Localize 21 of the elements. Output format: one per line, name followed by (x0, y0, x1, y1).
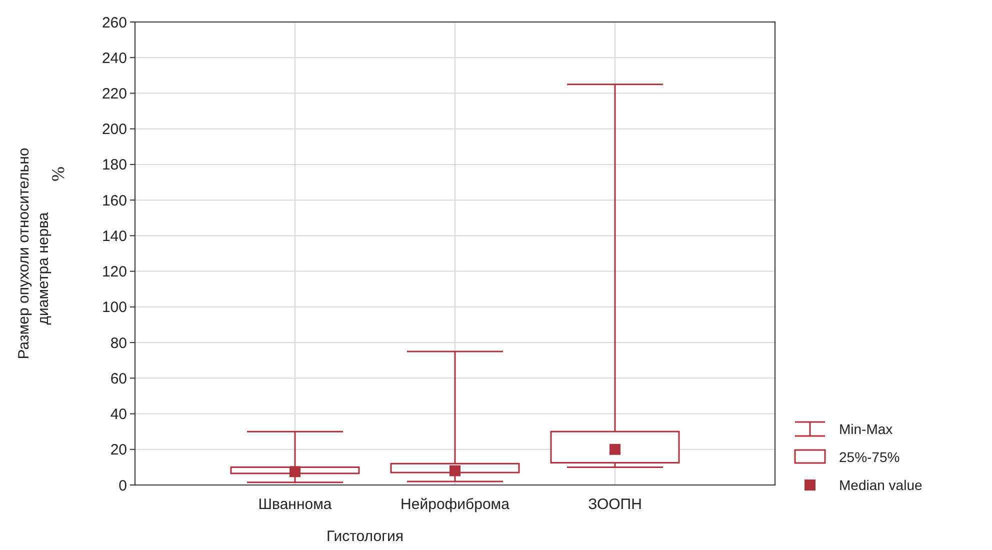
y-tick-label: 240 (102, 50, 127, 67)
y-tick-label: 260 (102, 14, 127, 32)
y-tick-label: 140 (102, 228, 127, 245)
text: Median value (839, 476, 922, 493)
y-tick-label: 100 (102, 299, 127, 316)
y-tick-label: 180 (102, 156, 127, 174)
text: Min-Max (839, 420, 893, 437)
y-tick-label: 160 (102, 192, 127, 210)
y-tick-label: 0 (118, 477, 127, 494)
x-tick-label: Шваннома (258, 496, 332, 513)
y-tick-label: 200 (102, 121, 127, 138)
x-tick-label: ЗООПН (588, 496, 642, 513)
y-tick-label: 20 (110, 442, 127, 459)
y-tick-label: 40 (110, 406, 127, 424)
y-tick-label: 80 (110, 334, 127, 352)
y-tick-label: 120 (102, 264, 127, 281)
text: 25%-75% (839, 448, 900, 465)
y-tick-label: 220 (102, 85, 127, 102)
x-tick-label: Нейрофиброма (400, 496, 510, 513)
y-tick-label: 60 (110, 370, 127, 388)
x-axis-title: Гистология (326, 528, 404, 545)
